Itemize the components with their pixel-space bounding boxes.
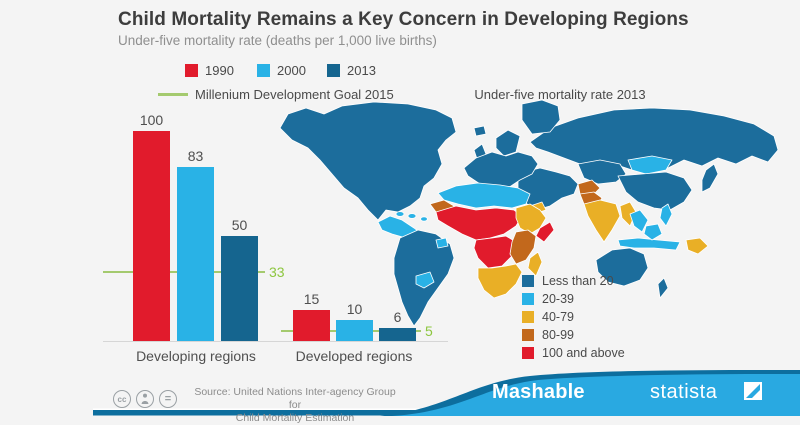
legend-swatch-1990 (185, 64, 198, 77)
map-region-somalia (535, 221, 555, 243)
source-line-1: Source: United Nations Inter-agency Grou… (194, 386, 396, 411)
legend-label-1990: 1990 (205, 63, 234, 78)
map-region-scandinavia (495, 129, 521, 157)
footer-swoosh (392, 374, 800, 416)
category-label-developed: Developed regions (295, 348, 413, 364)
legend-item-1990: 1990 (185, 63, 234, 78)
map-legend-swatch (522, 311, 534, 323)
map-region-china (617, 171, 693, 211)
map-region-east-africa (509, 229, 537, 265)
bar-2013-developing: 50 (221, 217, 258, 341)
map-region-new-zealand (657, 277, 669, 299)
map-region-caribbean (395, 211, 428, 222)
map-legend-label: 100 and above (542, 346, 625, 360)
map-legend-label: 40-79 (542, 310, 574, 324)
statista-logo-icon (744, 382, 762, 400)
nd-icon: = (159, 390, 177, 408)
bar-1990-developed: 15 (293, 291, 330, 341)
map-region-india (583, 199, 621, 243)
mashable-logo: Mashable (492, 381, 585, 403)
bar-chart: 100 83 50 15 10 6 33 5 (103, 110, 448, 342)
map-legend-swatch (522, 329, 534, 341)
map-legend-swatch (522, 293, 534, 305)
bar-value-label: 83 (187, 147, 204, 164)
source-text: Source: United Nations Inter-agency Grou… (190, 386, 400, 425)
legend-label-2013: 2013 (347, 63, 376, 78)
bar-2000-developing: 83 (177, 148, 214, 341)
attribution-icon (136, 390, 154, 408)
legend-item-mdg: Millenium Development Goal 2015 (158, 87, 394, 102)
map-region-greenland (521, 99, 561, 135)
world-map (279, 99, 779, 327)
map-legend: Less than 20 20-39 40-79 80-99 100 and a… (522, 274, 625, 360)
source-line-2: Child Mortality Estimation (235, 412, 355, 424)
map-region-philippines (659, 203, 673, 227)
map-legend-swatch (522, 347, 534, 359)
legend-item-2013: 2013 (327, 63, 376, 78)
bar-value-label: 100 (139, 112, 164, 128)
goal-value-developed: 5 (425, 322, 433, 339)
statista-logo-text: statista (650, 381, 718, 403)
map-region-papua-new-guinea (685, 237, 709, 255)
map-region-central-asia (577, 159, 627, 185)
map-region-australia (595, 247, 649, 287)
page-title: Child Mortality Remains a Key Concern in… (118, 9, 689, 30)
mdg-legend-label: Millenium Development Goal 2015 (195, 87, 394, 102)
map-region-sahel-west-africa (435, 205, 523, 241)
map-region-iceland (473, 125, 487, 137)
bar-1990-developing: 100 (133, 112, 170, 341)
legend-label-2000: 2000 (277, 63, 306, 78)
bar-2013-developed: 6 (379, 309, 416, 341)
cc-icon: cc (113, 390, 131, 408)
legend-swatch-2000 (257, 64, 270, 77)
map-region-indonesia (617, 223, 681, 251)
map-legend-label: 80-99 (542, 328, 574, 342)
map-legend-swatch (522, 275, 534, 287)
map-region-guyana (435, 237, 449, 249)
map-legend-label: Less than 20 (542, 274, 614, 288)
map-legend-label: 20-39 (542, 292, 574, 306)
bar-value-label: 15 (303, 290, 320, 307)
map-region-madagascar (527, 251, 543, 277)
map-region-japan (701, 163, 719, 193)
map-legend-item: 20-39 (522, 292, 625, 306)
footer-band (93, 370, 800, 416)
map-region-north-america (279, 101, 457, 221)
map-region-north-africa (437, 182, 531, 209)
legend-item-2000: 2000 (257, 63, 306, 78)
map-region-bolivia (415, 271, 435, 289)
cc-license-row: cc = (113, 390, 177, 408)
map-legend-item: 80-99 (522, 328, 625, 342)
mdg-line-icon (158, 93, 188, 96)
page-subtitle: Under-five mortality rate (deaths per 1,… (118, 33, 437, 48)
bar-2000-developed: 10 (336, 301, 373, 341)
legend-swatch-2013 (327, 64, 340, 77)
map-region-indochina (629, 209, 649, 233)
bar-value-label: 6 (393, 309, 402, 326)
map-title: Under-five mortality rate 2013 (474, 87, 646, 102)
map-legend-item: Less than 20 (522, 274, 625, 288)
map-region-mongolia (627, 155, 673, 175)
map-region-southern-africa (477, 263, 523, 299)
bar-value-label: 10 (346, 301, 363, 317)
map-region-central-africa (473, 235, 517, 269)
map-legend-item: 100 and above (522, 346, 625, 360)
goal-value-developing: 33 (269, 263, 285, 280)
category-label-developing: Developing regions (136, 348, 256, 364)
bar-value-label: 50 (231, 217, 248, 233)
map-legend-item: 40-79 (522, 310, 625, 324)
